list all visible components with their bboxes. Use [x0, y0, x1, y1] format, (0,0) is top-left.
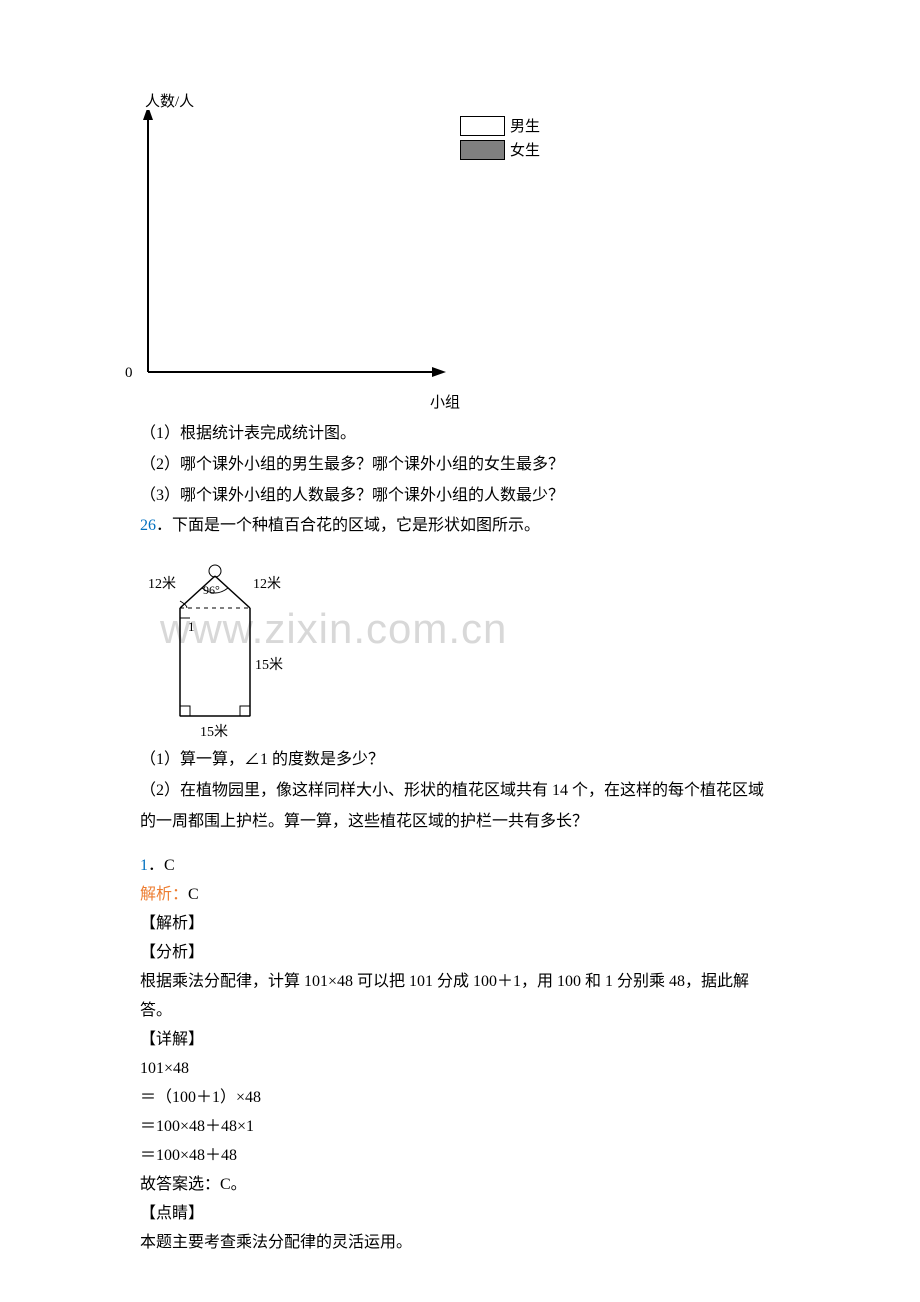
dianjing-text: 本题主要考查乘法分配律的灵活运用。 — [140, 1229, 790, 1257]
fenxi-text-line1: 根据乘法分配律，计算 101×48 可以把 101 分成 100＋1，用 100… — [140, 968, 790, 996]
q26-subquestions: （1）算一算，∠1 的度数是多少？ （2）在植物园里，像这样同样大小、形状的植花… — [140, 746, 790, 836]
conclusion: 故答案选：C。 — [140, 1171, 790, 1199]
legend-label-male: 男生 — [510, 115, 540, 136]
fenxi-text-line2: 答。 — [140, 997, 790, 1025]
legend-box-male — [460, 116, 505, 136]
svg-text:12米: 12米 — [148, 576, 176, 592]
bar-chart-empty: 人数/人 0 小组 男生 女生 — [140, 110, 540, 390]
chart-legend: 男生 女生 — [460, 115, 540, 163]
calc-line3: ＝100×48＋48×1 — [140, 1113, 790, 1141]
svg-text:1: 1 — [188, 619, 195, 634]
svg-text:15米: 15米 — [255, 657, 283, 673]
calc-line1: 101×48 — [140, 1055, 790, 1083]
q26-heading: 26．下面是一个种植百合花的区域，它是形状如图所示。 — [140, 512, 790, 541]
calc-line2: ＝（100＋1）×48 — [140, 1084, 790, 1112]
legend-label-female: 女生 — [510, 139, 540, 160]
answer-section: 1．C 解析：C 【解析】 【分析】 根据乘法分配律，计算 101×48 可以把… — [140, 852, 790, 1257]
jiexi-label: 解析： — [140, 886, 188, 903]
jiexi-value: C — [188, 886, 199, 903]
xiangjie-heading: 【详解】 — [140, 1026, 790, 1054]
svg-text:15米: 15米 — [200, 724, 228, 740]
q25-sub1: （1）根据统计表完成统计图。 — [140, 420, 790, 449]
jiexi-line: 解析：C — [140, 881, 790, 909]
answer-letter: ．C — [148, 857, 175, 874]
answer-number: 1 — [140, 857, 148, 874]
jiexi-heading: 【解析】 — [140, 910, 790, 938]
zero-label: 0 — [125, 365, 133, 382]
q26-text: ．下面是一个种植百合花的区域，它是形状如图所示。 — [156, 517, 540, 534]
legend-item-male: 男生 — [460, 115, 540, 136]
calc-line4: ＝100×48＋48 — [140, 1142, 790, 1170]
svg-text:12米: 12米 — [253, 576, 281, 592]
q26-sub2-line1: （2）在植物园里，像这样同样大小、形状的植花区域共有 14 个，在这样的每个植花… — [140, 777, 790, 806]
legend-item-female: 女生 — [460, 139, 540, 160]
answer-number-line: 1．C — [140, 852, 790, 880]
q25-sub3: （3）哪个课外小组的人数最多？哪个课外小组的人数最少？ — [140, 482, 790, 511]
q26-sub2-line2: 的一周都围上护栏。算一算，这些植花区域的护栏一共有多长？ — [140, 808, 790, 837]
q26-sub1: （1）算一算，∠1 的度数是多少？ — [140, 746, 790, 775]
house-svg: 96° 12米 12米 1 15米 15米 — [120, 556, 310, 741]
dianjing-heading: 【点睛】 — [140, 1200, 790, 1228]
question-25-subquestions: （1）根据统计表完成统计图。 （2）哪个课外小组的男生最多？哪个课外小组的女生最… — [140, 420, 790, 541]
legend-box-female — [460, 140, 505, 160]
q26-number: 26 — [140, 517, 156, 534]
page-content: 人数/人 0 小组 男生 女生 （1）根据统计表完成统计图。 （2）哪个课外小组… — [140, 110, 790, 1257]
fenxi-heading: 【分析】 — [140, 939, 790, 967]
house-figure: 96° 12米 12米 1 15米 15米 — [120, 556, 310, 741]
q25-sub2: （2）哪个课外小组的男生最多？哪个课外小组的女生最多？ — [140, 451, 790, 480]
y-axis-label: 人数/人 — [145, 90, 194, 111]
x-axis-label: 小组 — [430, 391, 460, 412]
